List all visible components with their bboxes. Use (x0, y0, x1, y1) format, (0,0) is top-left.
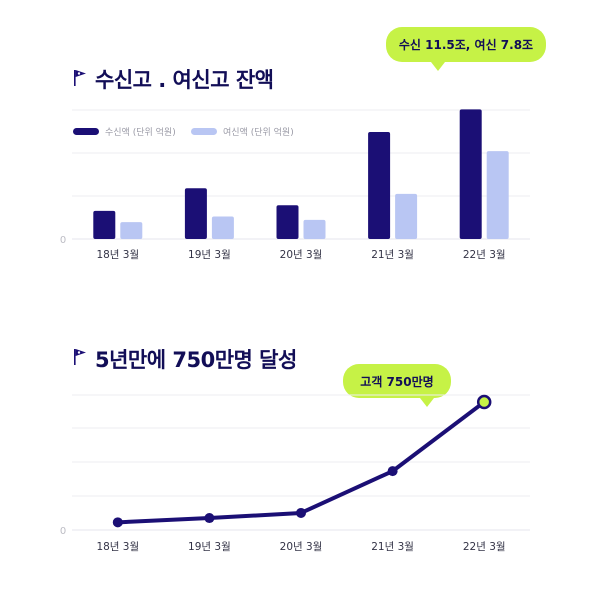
flag-icon (74, 349, 86, 365)
x-tick-label: 22년 3월 (463, 249, 506, 261)
bar (211, 216, 234, 239)
line-chart: 0 18년 3월 19년 3월 20년 3월 21년 3월 22년 3월 (60, 394, 530, 553)
x-tick-label: 19년 3월 (188, 541, 231, 553)
legend-label-deposit: 수신액 (단위 억원) (105, 128, 176, 138)
chart1-callout: 수신 11.5조, 여신 7.8조 (386, 27, 546, 71)
x-tick-label: 19년 3월 (188, 249, 231, 261)
highlight-point (476, 394, 492, 410)
data-point (112, 517, 123, 528)
x-tick-label: 18년 3월 (96, 541, 139, 553)
data-point (204, 513, 215, 524)
chart1-callout-tail (431, 62, 445, 71)
x-tick-label: 22년 3월 (463, 541, 506, 553)
chart2-title: 5년만에 750만명 달성 (95, 348, 297, 372)
x-tick-label: 20년 3월 (280, 541, 323, 553)
y-tick-label: 0 (60, 526, 66, 537)
bar (486, 151, 509, 239)
bar (120, 222, 143, 239)
bar (459, 109, 482, 239)
data-point (296, 507, 306, 518)
chart2-callout: 고객 750만명 (343, 364, 451, 407)
chart2-callout-tail (420, 398, 434, 407)
x-tick-label: 21년 3월 (371, 541, 414, 553)
data-point (387, 466, 398, 477)
legend-swatch-loan (191, 128, 217, 135)
legend-label-loan: 여신액 (단위 억원) (223, 128, 294, 138)
chart1-callout-bubble: 수신 11.5조, 여신 7.8조 (386, 27, 546, 62)
bar (303, 219, 326, 239)
y-tick-label: 0 (60, 235, 66, 246)
x-tick-label: 18년 3월 (96, 249, 139, 261)
bar-chart: 0 18년 3월 19년 3월 20년 3월 21년 3월 22년 3월 (60, 109, 530, 261)
x-tick-label: 21년 3월 (371, 249, 414, 261)
bar (368, 131, 391, 239)
bar (276, 205, 299, 239)
chart1-title: 수신고 . 여신고 잔액 (95, 68, 274, 92)
bar (93, 210, 116, 239)
chart2-callout-bubble: 고객 750만명 (343, 364, 451, 398)
legend-item-deposit: 수신액 (단위 억원) (73, 125, 176, 138)
flag-icon (74, 70, 86, 86)
bar (184, 188, 207, 239)
bar (395, 193, 418, 239)
legend-item-loan: 여신액 (단위 억원) (191, 125, 294, 138)
legend-swatch-deposit (73, 128, 99, 135)
x-tick-label: 20년 3월 (280, 249, 323, 261)
